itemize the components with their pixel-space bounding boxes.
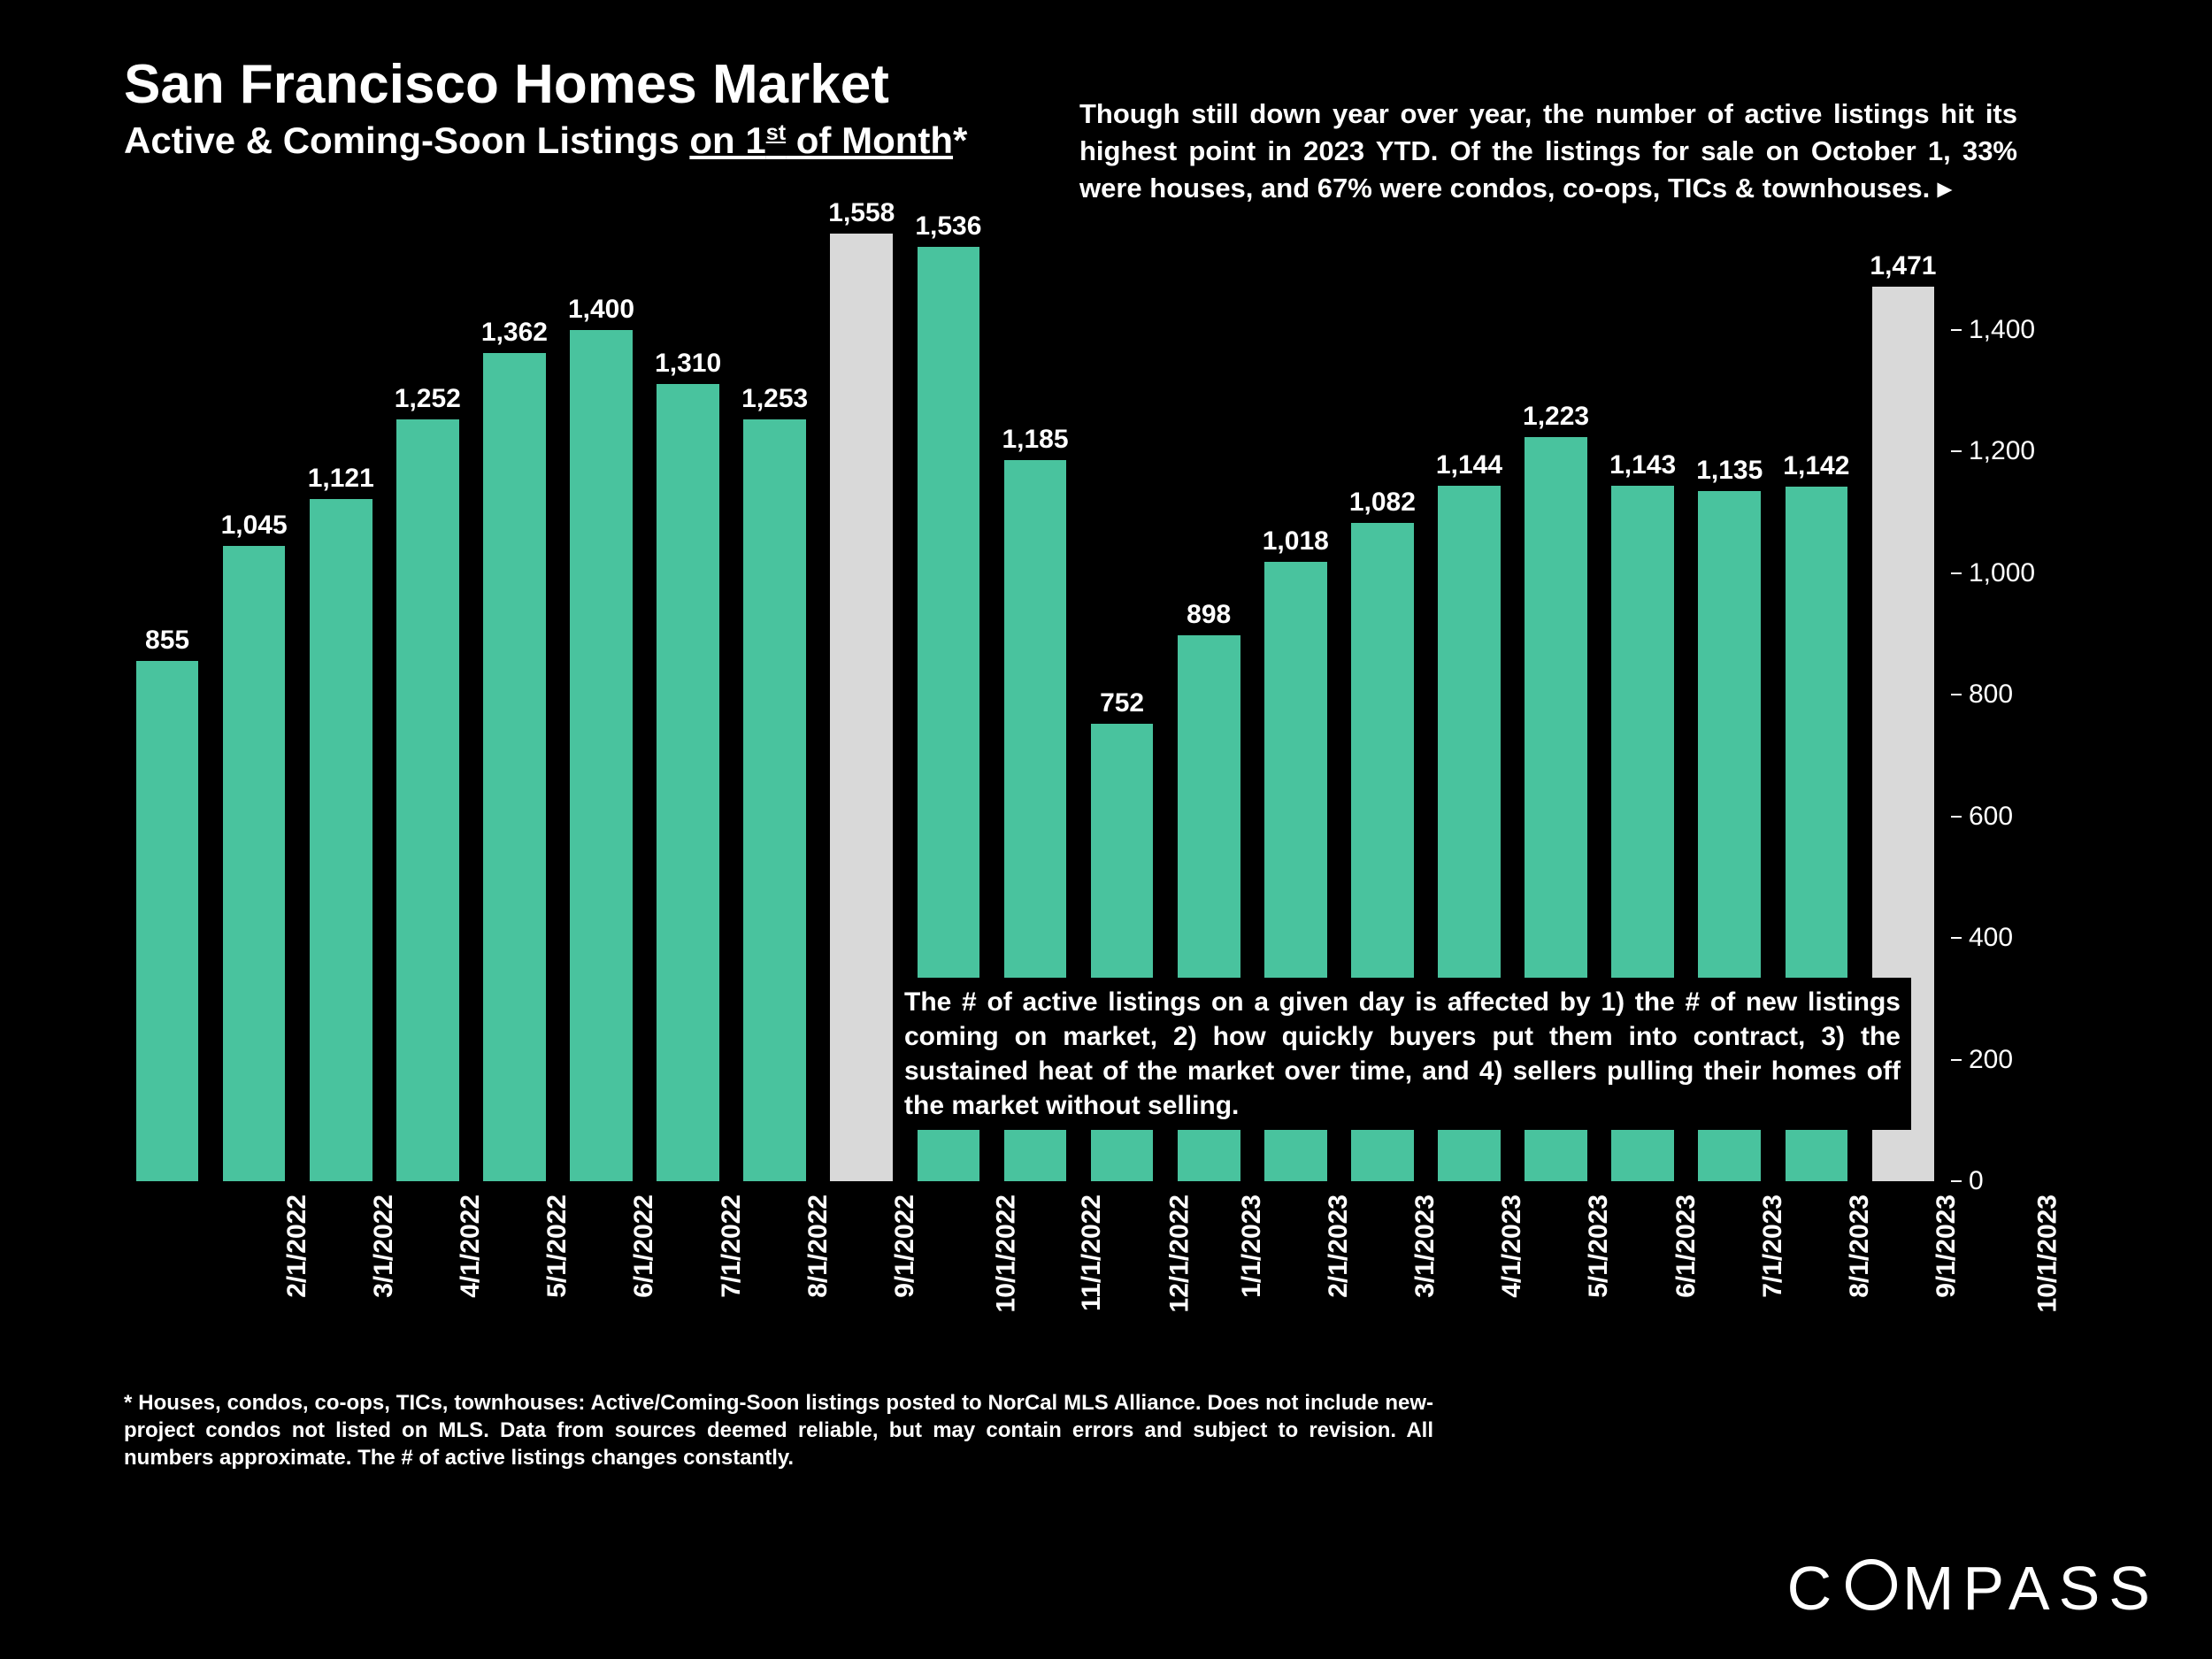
bar-value-label: 1,121 <box>308 464 374 494</box>
x-tick-label: 10/1/2023 <box>2032 1194 2062 1312</box>
bar <box>136 661 199 1181</box>
bar-value-label: 1,018 <box>1263 526 1329 557</box>
bar <box>310 499 373 1181</box>
x-tick-label: 11/1/2022 <box>1077 1194 1107 1311</box>
subtitle-asterisk: * <box>953 119 967 161</box>
x-tick-label: 3/1/2022 <box>369 1194 399 1298</box>
subtitle-sup: st <box>766 120 786 145</box>
x-tick-label: 3/1/2023 <box>1410 1194 1440 1298</box>
y-tick-mark <box>1951 937 1962 939</box>
x-tick-label: 10/1/2022 <box>991 1194 1021 1312</box>
x-tick-label: 2/1/2022 <box>282 1194 312 1298</box>
compass-logo: CMPASS <box>1787 1553 2159 1624</box>
x-tick-label: 4/1/2023 <box>1497 1194 1527 1298</box>
x-tick-label: 12/1/2022 <box>1164 1194 1194 1312</box>
x-axis: 2/1/2022 3/1/2022 4/1/2022 5/1/2022 6/1/2022… <box>124 1186 1947 1363</box>
y-tick-label: 800 <box>1969 680 2013 710</box>
bar-value-label: 1,253 <box>741 384 808 414</box>
bar-chart: 855 1,045 1,121 1,252 1,362 1,400 1,310 1,253 1,… <box>124 208 2088 1376</box>
bar-value-label: 1,558 <box>828 198 895 228</box>
bar-value-label: 1,135 <box>1696 456 1763 486</box>
x-tick-label: 9/1/2023 <box>1932 1194 1962 1298</box>
bar-value-label: 1,144 <box>1436 450 1502 480</box>
x-tick-label: 4/1/2022 <box>456 1194 486 1298</box>
bar-value-label: 1,185 <box>1002 425 1068 455</box>
bar <box>396 419 459 1181</box>
bar-value-label: 1,082 <box>1349 488 1416 518</box>
subtitle-underline-post: of Month <box>786 119 953 161</box>
bar-value-label: 1,362 <box>481 318 548 348</box>
y-tick-label: 600 <box>1969 802 2013 832</box>
y-tick-label: 1,000 <box>1969 558 2035 588</box>
bar <box>570 330 633 1182</box>
bar-value-label: 752 <box>1100 688 1144 718</box>
bar <box>223 546 286 1181</box>
top-annotation: Though still down year over year, the nu… <box>1079 96 2017 207</box>
bar <box>657 384 719 1181</box>
y-tick-mark <box>1951 694 1962 695</box>
y-tick-label: 1,200 <box>1969 436 2035 466</box>
x-tick-label: 5/1/2023 <box>1584 1194 1614 1298</box>
x-tick-label: 9/1/2022 <box>889 1194 919 1298</box>
bar <box>743 419 806 1181</box>
x-tick-label: 2/1/2023 <box>1324 1194 1354 1298</box>
bar-value-label: 1,223 <box>1523 402 1589 432</box>
y-axis: 02004006008001,0001,2001,400 <box>1951 208 2088 1181</box>
y-tick-label: 1,400 <box>1969 315 2035 345</box>
subtitle-underline-pre: on 1 <box>689 119 765 161</box>
y-tick-mark <box>1951 816 1962 818</box>
x-tick-label: 7/1/2022 <box>716 1194 746 1298</box>
x-tick-label: 6/1/2023 <box>1671 1194 1701 1298</box>
y-tick-mark <box>1951 450 1962 452</box>
footnote: * Houses, condos, co-ops, TICs, townhous… <box>124 1389 1433 1472</box>
bar-value-label: 1,143 <box>1609 450 1676 480</box>
bar <box>483 353 546 1181</box>
logo-o-icon <box>1846 1559 1897 1610</box>
overlay-note: The # of active listings on a given day … <box>894 978 1911 1130</box>
x-tick-label: 8/1/2023 <box>1845 1194 1875 1298</box>
bar-value-label: 1,310 <box>655 349 721 379</box>
y-tick-mark <box>1951 572 1962 574</box>
y-tick-label: 400 <box>1969 923 2013 953</box>
y-tick-label: 200 <box>1969 1045 2013 1075</box>
bar-value-label: 898 <box>1187 600 1231 630</box>
bar-value-label: 1,536 <box>915 211 981 242</box>
y-tick-mark <box>1951 1059 1962 1061</box>
x-tick-label: 1/1/2023 <box>1237 1194 1267 1298</box>
x-tick-label: 7/1/2023 <box>1757 1194 1787 1298</box>
y-tick-mark <box>1951 329 1962 331</box>
bar-value-label: 1,142 <box>1783 451 1849 481</box>
x-tick-label: 6/1/2022 <box>629 1194 659 1298</box>
subtitle-prefix: Active & Coming-Soon Listings <box>124 119 689 161</box>
x-tick-label: 5/1/2022 <box>542 1194 572 1298</box>
bar-value-label: 1,252 <box>395 384 461 414</box>
bar-value-label: 1,045 <box>221 511 288 541</box>
bar-value-label: 855 <box>145 626 189 656</box>
y-tick-mark <box>1951 1180 1962 1182</box>
x-tick-label: 8/1/2022 <box>803 1194 833 1298</box>
bar-value-label: 1,400 <box>568 295 634 325</box>
bar <box>830 234 893 1181</box>
y-tick-label: 0 <box>1969 1166 1984 1196</box>
bar-value-label: 1,471 <box>1870 251 1936 281</box>
